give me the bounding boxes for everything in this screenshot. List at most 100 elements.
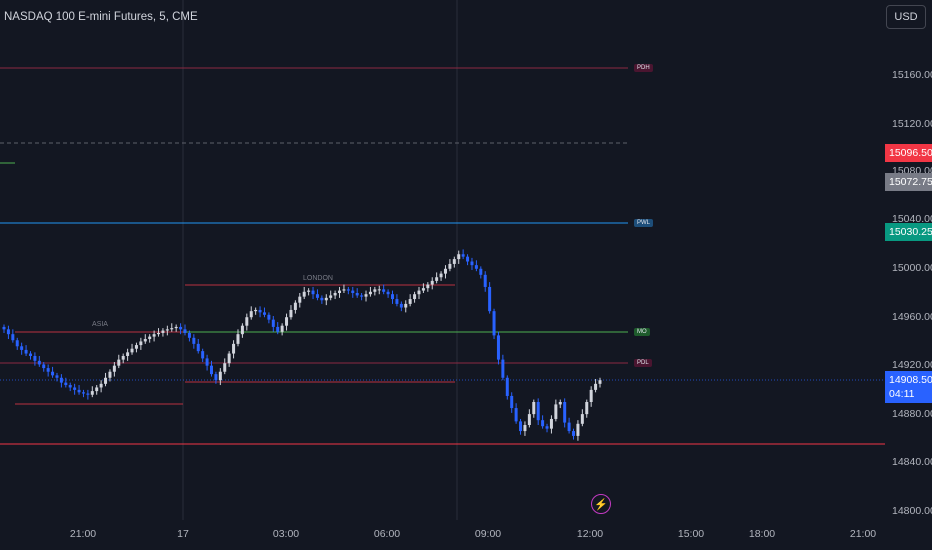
price-label-red: 15096.50 <box>885 144 932 162</box>
candle-body <box>223 363 227 372</box>
time-tick: 06:00 <box>373 528 401 540</box>
candle-body <box>179 326 183 330</box>
price-tick: 14920.00 <box>892 359 932 371</box>
candle-body <box>377 289 381 291</box>
candle-body <box>37 360 41 365</box>
candle-body <box>448 263 452 269</box>
candle-body <box>285 317 289 326</box>
time-tick: 09:00 <box>474 528 502 540</box>
candle-body <box>355 293 359 296</box>
candle-body <box>187 332 191 338</box>
candle-body <box>483 274 487 287</box>
candle-body <box>236 334 240 344</box>
candle-body <box>108 371 112 378</box>
candle-body <box>404 303 408 308</box>
candle-body <box>541 420 545 427</box>
candle-body <box>466 256 470 262</box>
candle-body <box>576 423 580 436</box>
candle-body <box>2 326 6 330</box>
candle-body <box>262 312 266 315</box>
candle-body <box>64 382 68 386</box>
candle-body <box>333 293 337 296</box>
candle-body <box>470 261 474 266</box>
current-price: 14908.50 <box>889 374 932 386</box>
candle-body <box>536 402 540 421</box>
candle-body <box>598 380 602 384</box>
currency-button[interactable]: USD <box>886 5 926 29</box>
candle-body <box>320 297 324 301</box>
candle-body <box>209 365 213 375</box>
session-label-london: LONDON <box>303 275 333 282</box>
candle-body <box>585 402 589 415</box>
candle-body <box>99 383 103 388</box>
candle-body <box>488 286 492 312</box>
price-label-gray: 15072.75 <box>885 173 932 191</box>
candle-body <box>311 290 315 295</box>
candle-body <box>346 289 350 291</box>
candle-body <box>258 309 262 313</box>
price-tick: 14840.00 <box>892 456 932 468</box>
candle-body <box>501 359 505 378</box>
time-tick: 15:00 <box>677 528 705 540</box>
candle-body <box>408 299 412 304</box>
candle-body <box>86 393 90 395</box>
candle-body <box>139 341 143 346</box>
chart-area[interactable]: NASDAQ 100 E-mini Futures, 5, CME ASIA L… <box>0 0 885 520</box>
candle-body <box>439 273 443 278</box>
lightning-bolt-icon[interactable]: ⚡ <box>591 494 611 514</box>
time-tick: 12:00 <box>576 528 604 540</box>
candle-body <box>351 290 355 293</box>
candle-body <box>589 389 593 402</box>
candle-body <box>532 402 536 415</box>
time-tick: 21:00 <box>69 528 97 540</box>
candle-body <box>214 374 218 381</box>
candle-body <box>165 329 169 331</box>
candle-body <box>435 277 439 281</box>
candle-body <box>232 343 236 354</box>
symbol-title[interactable]: NASDAQ 100 E-mini Futures, 5, CME <box>4 11 198 23</box>
candle-body <box>254 309 258 312</box>
candle-body <box>572 431 576 436</box>
candle-body <box>554 404 558 419</box>
candle-body <box>112 365 116 372</box>
candle-body <box>11 334 15 341</box>
price-tick: 15040.00 <box>892 213 932 225</box>
candle-body <box>496 335 500 360</box>
candle-body <box>373 289 377 292</box>
candle-body <box>443 268 447 274</box>
session-label-asia: ASIA <box>92 321 108 328</box>
candle-body <box>15 340 19 347</box>
candle-body <box>563 402 567 423</box>
level-tag-mo[interactable]: MO <box>634 328 650 336</box>
price-chart[interactable] <box>0 0 885 520</box>
candle-body <box>399 303 403 308</box>
candle-body <box>245 317 249 326</box>
candle-body <box>505 377 509 396</box>
level-tag-pdl[interactable]: PDL <box>634 359 652 367</box>
candle-body <box>157 332 161 335</box>
candle-body <box>51 371 55 376</box>
candle-body <box>20 346 24 350</box>
candle-body <box>276 326 280 332</box>
candle-body <box>227 353 231 364</box>
candle-body <box>329 295 333 298</box>
candle-body <box>104 377 108 384</box>
candle-body <box>240 325 244 335</box>
candle-body <box>33 355 37 361</box>
candle-body <box>59 377 63 383</box>
candle-body <box>395 299 399 304</box>
candle-body <box>567 422 571 432</box>
candle-body <box>452 259 456 264</box>
price-tick: 15160.00 <box>892 69 932 81</box>
candle-body <box>77 389 81 393</box>
candle-body <box>267 314 271 320</box>
level-tag-pdh[interactable]: PDH <box>634 64 653 72</box>
candle-body <box>474 265 478 269</box>
candle-body <box>324 297 328 301</box>
candle-body <box>421 288 425 291</box>
candle-body <box>42 364 46 369</box>
candle-body <box>545 426 549 429</box>
candle-body <box>55 375 59 378</box>
level-tag-pwl[interactable]: PWL <box>634 219 654 227</box>
candle-body <box>73 387 77 390</box>
